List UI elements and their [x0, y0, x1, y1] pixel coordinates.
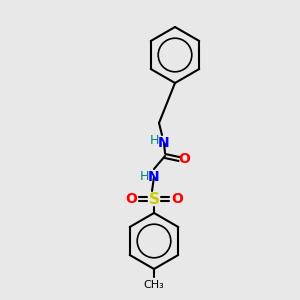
Text: S: S — [148, 191, 160, 206]
Text: N: N — [158, 136, 170, 150]
Text: H: H — [139, 170, 149, 184]
Text: O: O — [171, 192, 183, 206]
Text: N: N — [148, 170, 160, 184]
Text: O: O — [125, 192, 137, 206]
Text: CH₃: CH₃ — [144, 280, 164, 290]
Text: H: H — [149, 134, 159, 148]
Text: O: O — [178, 152, 190, 166]
